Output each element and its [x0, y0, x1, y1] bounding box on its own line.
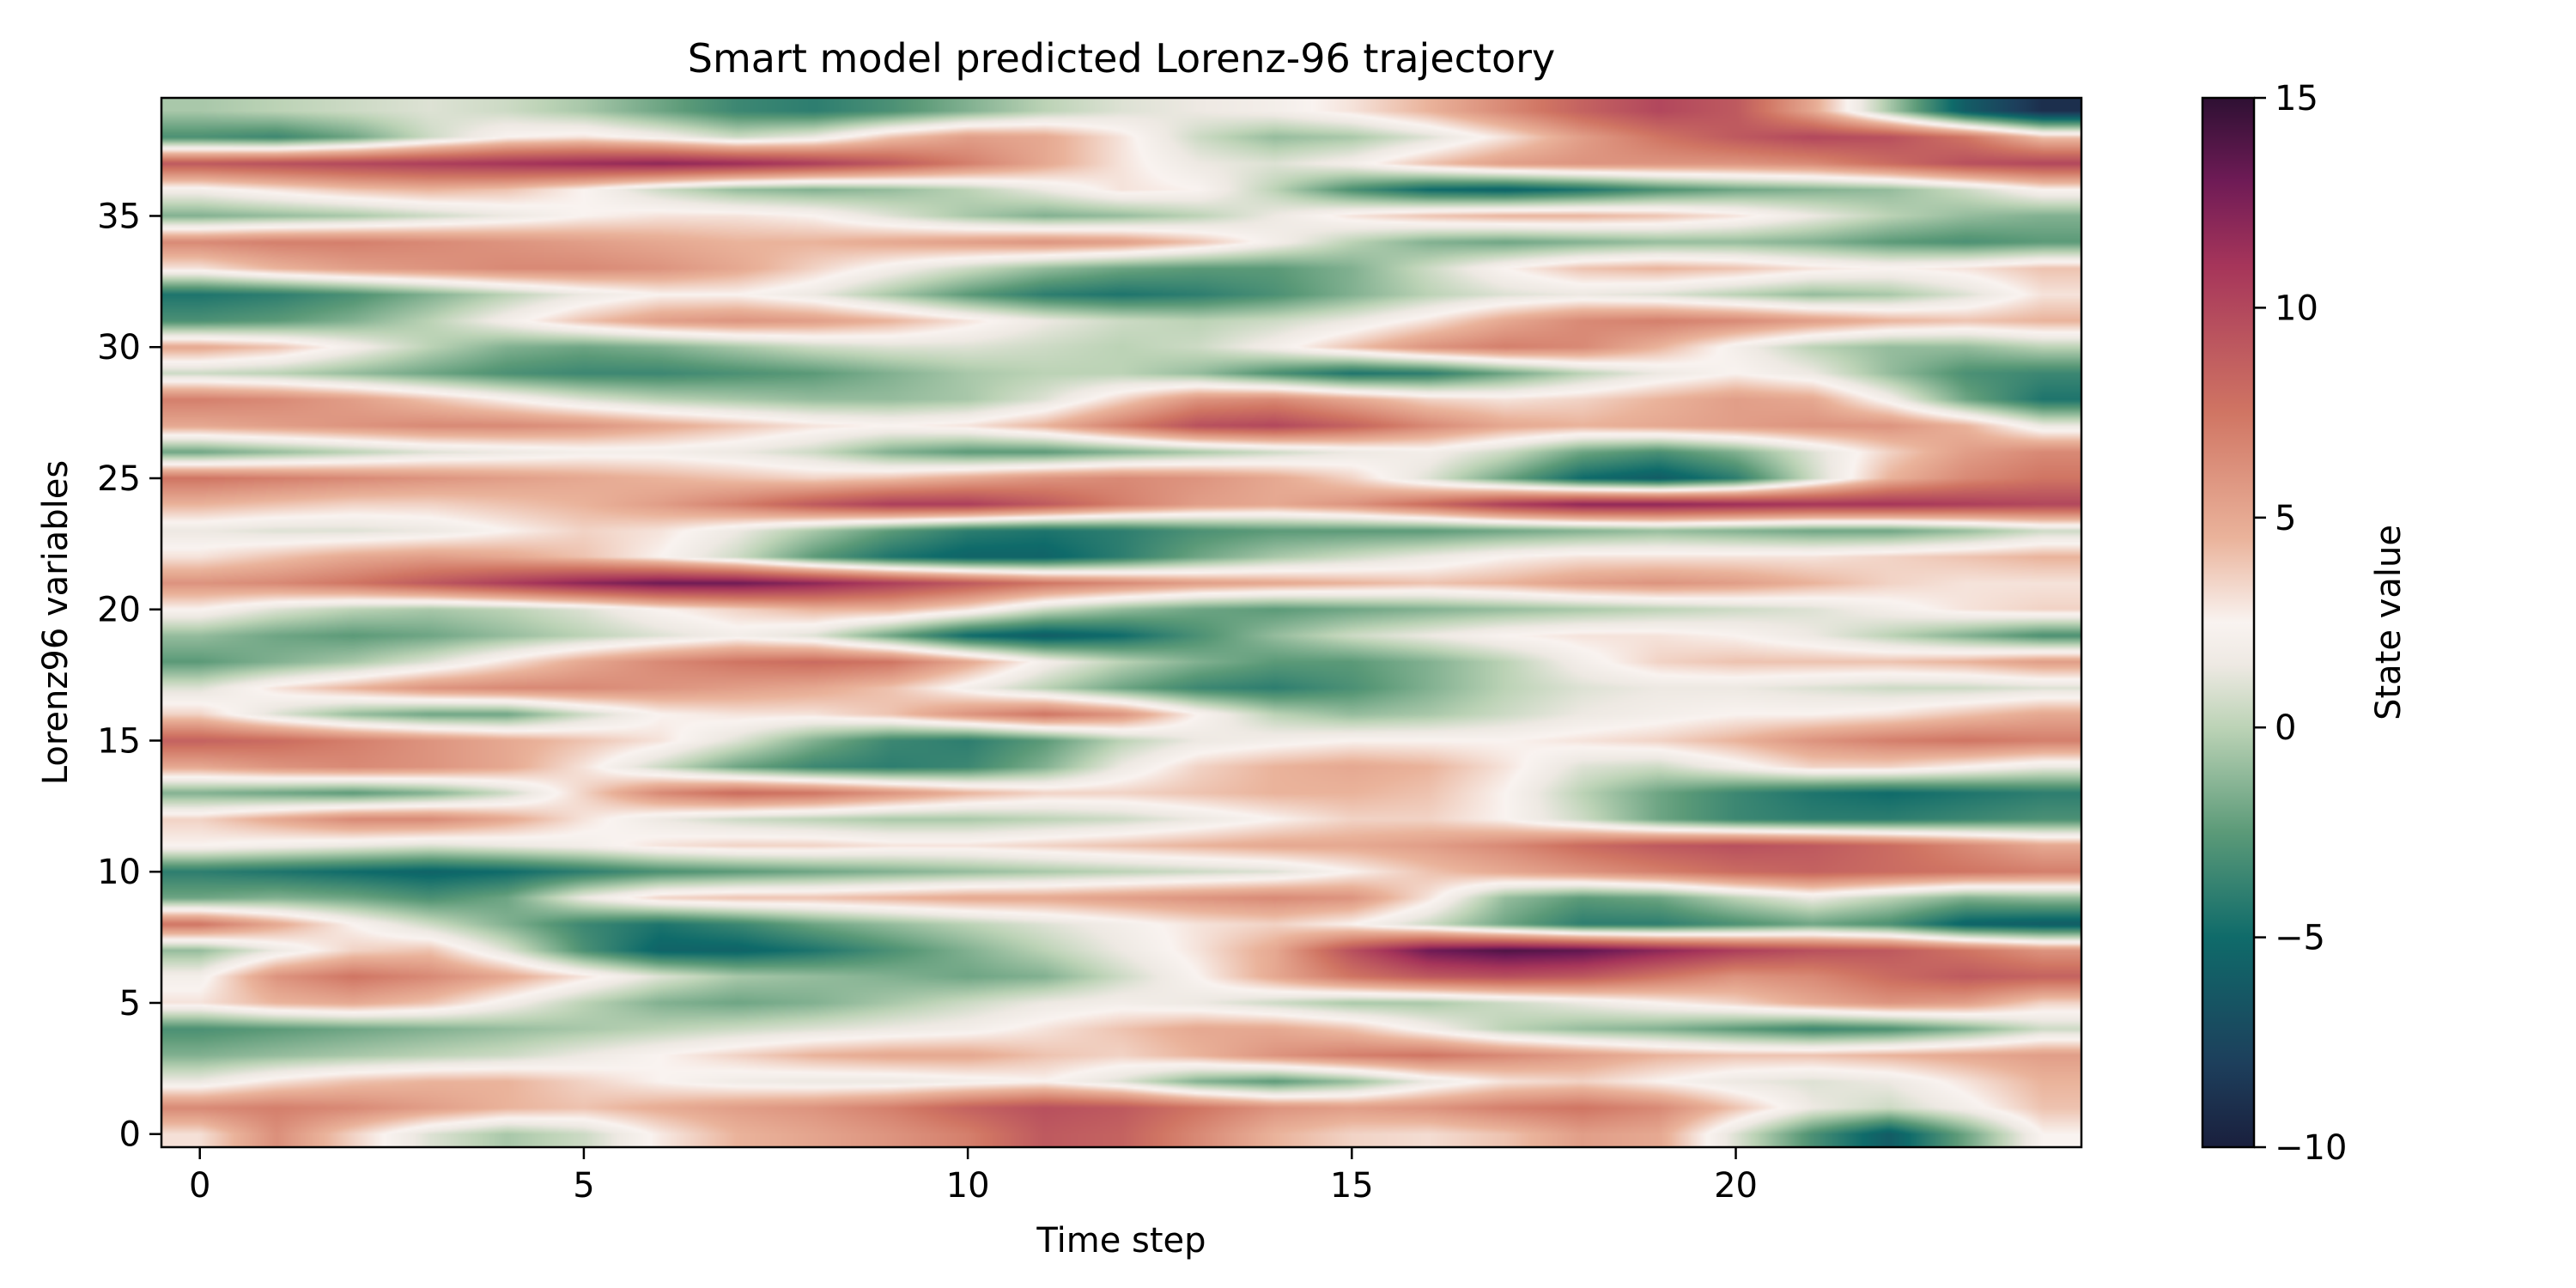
x-tick-label: 5 — [573, 1166, 594, 1206]
y-tick-label: 15 — [97, 721, 141, 761]
colorbar-tick-label: −10 — [2275, 1128, 2347, 1168]
y-tick-label: 20 — [97, 591, 141, 630]
x-tick-label: 0 — [189, 1166, 210, 1206]
heatmap-image — [161, 98, 2081, 1147]
colorbar — [2201, 96, 2256, 1149]
colorbar-tick-label: −5 — [2275, 919, 2325, 958]
colorbar-tick-label: 15 — [2275, 79, 2318, 118]
y-tick-label: 30 — [97, 328, 141, 368]
colorbar-tick-label: 10 — [2275, 289, 2318, 328]
y-tick-label: 5 — [119, 984, 141, 1024]
x-axis-ticks: 0 5 10 15 20 — [189, 1147, 1758, 1206]
y-tick-label: 25 — [97, 459, 141, 499]
chart-title: Smart model predicted Lorenz-96 trajecto… — [688, 35, 1556, 82]
y-tick-label: 35 — [97, 197, 141, 236]
x-tick-label: 15 — [1330, 1166, 1374, 1206]
x-tick-label: 10 — [946, 1166, 990, 1206]
colorbar-tick-label: 5 — [2275, 499, 2296, 538]
colorbar-ticks: 15 10 5 0 −5 −10 — [2254, 79, 2347, 1168]
x-axis-label: Time step — [1036, 1221, 1206, 1261]
heatmap-plot-area — [161, 98, 2081, 1147]
colorbar-tick-label: 0 — [2275, 708, 2296, 748]
y-tick-label: 0 — [119, 1115, 141, 1155]
y-tick-label: 10 — [97, 853, 141, 892]
y-axis-ticks: 0 5 10 15 20 25 30 35 — [97, 197, 161, 1155]
colorbar-label: State value — [2369, 525, 2409, 720]
y-axis-label: Lorenz96 variables — [36, 460, 76, 785]
x-tick-label: 20 — [1714, 1166, 1758, 1206]
plot-frame — [160, 96, 2083, 1149]
